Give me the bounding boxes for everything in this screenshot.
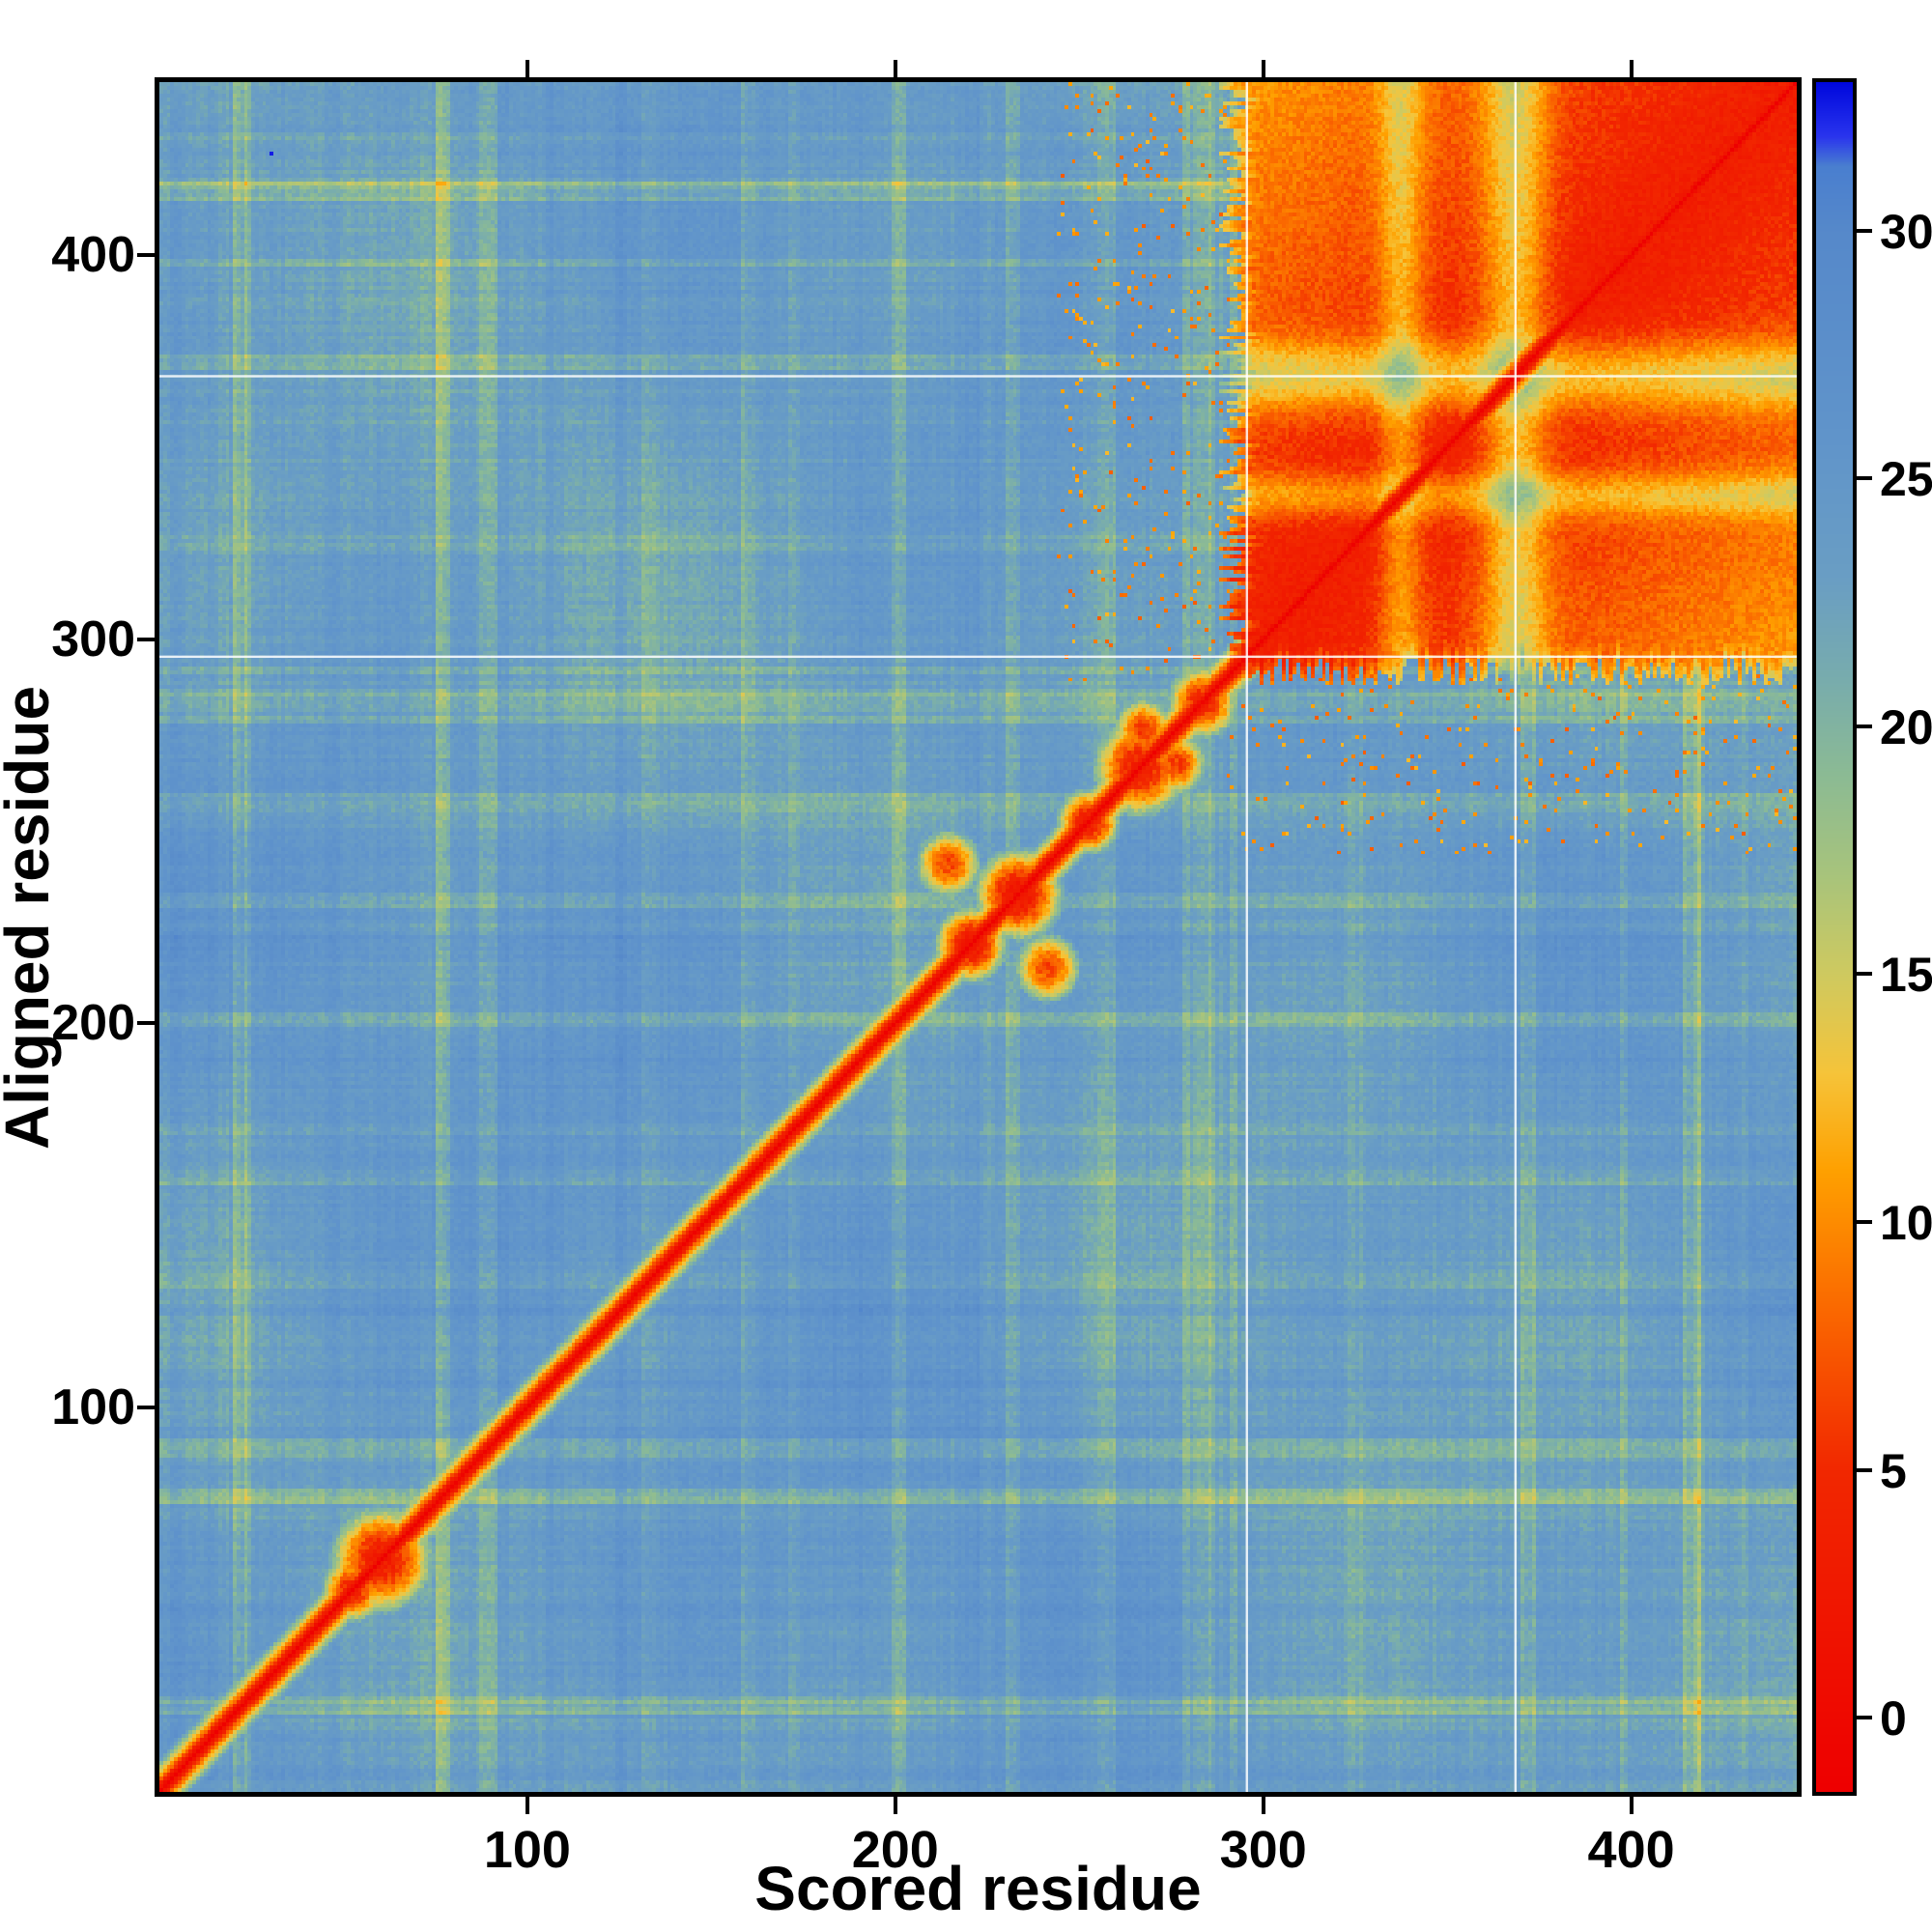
y-tick-label: 200 — [51, 995, 135, 1052]
colorbar-tick-label: 30 — [1880, 204, 1932, 259]
x-tick-top — [893, 60, 897, 77]
colorbar-tick-label: 15 — [1880, 948, 1932, 1003]
y-tick — [137, 1406, 155, 1410]
x-tick-label: 300 — [1219, 1821, 1307, 1879]
colorbar-tick-label: 20 — [1880, 699, 1932, 754]
x-axis-title: Scored residue — [754, 1854, 1202, 1923]
colorbar-tick-label: 10 — [1880, 1196, 1932, 1250]
y-tick-label: 400 — [51, 226, 135, 283]
x-tick-top — [1261, 60, 1265, 77]
heatmap-canvas — [159, 82, 1797, 1792]
colorbar-tick — [1857, 476, 1872, 481]
x-tick — [1261, 1797, 1265, 1814]
colorbar-tick — [1857, 228, 1872, 233]
colorbar-tick — [1857, 972, 1872, 977]
colorbar-tick — [1857, 1716, 1872, 1720]
colorbar-tick — [1857, 724, 1872, 728]
colorbar-tick-label: 0 — [1880, 1691, 1907, 1747]
x-tick — [1629, 1797, 1634, 1814]
colorbar-tick — [1857, 1467, 1872, 1472]
x-tick-label: 100 — [483, 1821, 571, 1879]
colorbar-tick — [1857, 1220, 1872, 1224]
colorbar-tick-label: 5 — [1880, 1443, 1907, 1498]
x-tick-label: 400 — [1587, 1821, 1675, 1879]
y-tick-label: 300 — [51, 611, 135, 668]
y-tick — [137, 637, 155, 641]
colorbar-canvas — [1816, 82, 1853, 1792]
y-axis-title: Aligned residue — [0, 685, 62, 1151]
x-tick-label: 200 — [851, 1821, 939, 1879]
x-tick-top — [1629, 60, 1634, 77]
x-tick-top — [525, 60, 529, 77]
y-tick — [137, 252, 155, 257]
x-tick — [893, 1797, 897, 1814]
colorbar-tick-label: 25 — [1880, 452, 1932, 507]
x-tick — [525, 1797, 529, 1814]
y-tick-label: 100 — [51, 1379, 135, 1436]
y-tick — [137, 1021, 155, 1026]
